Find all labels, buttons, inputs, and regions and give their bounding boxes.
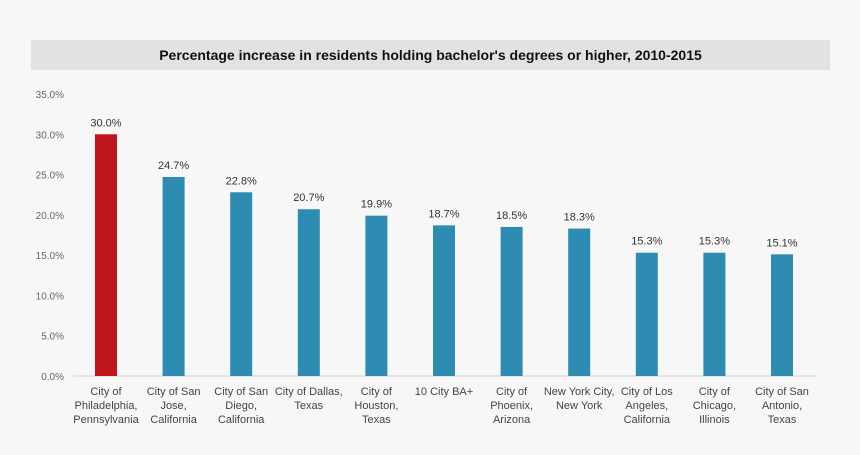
category-label-line: Antonio, [762, 400, 802, 412]
category-label-line: City of [496, 386, 528, 398]
category-label-line: City of Dallas, [275, 386, 343, 398]
category-label-line: Texas [294, 400, 323, 412]
category-label-line: California [218, 414, 265, 426]
category-label: City of Phoenix, Arizona [490, 386, 533, 426]
data-label: 18.7% [428, 208, 459, 220]
category-label: City of Chicago, Illinois [693, 386, 736, 426]
data-label: 15.3% [631, 236, 662, 248]
category-label: 10 City BA+ [415, 386, 473, 398]
category-label-line: Angeles, [625, 400, 668, 412]
category-label: City of San Diego, California [214, 386, 268, 426]
category-label: City of Los Angeles, California [621, 386, 673, 426]
category-label: City of San Jose, California [147, 386, 201, 426]
category-label-line: Houston, [354, 400, 398, 412]
category-label-line: New York [556, 400, 603, 412]
category-label-line: City of Los [621, 386, 673, 398]
y-tick-label: 10.0% [36, 291, 64, 302]
bar [500, 226, 523, 376]
category-label: City of Dallas, Texas [275, 386, 343, 412]
category-label: City of Houston, Texas [354, 386, 398, 426]
chart-title-bar: Percentage increase in residents holding… [31, 40, 830, 70]
category-label: City of San Antonio, Texas [755, 386, 809, 426]
category-label-line: City of [90, 386, 122, 398]
category-label-line: City of San [147, 386, 201, 398]
bar [771, 254, 793, 376]
bar [365, 215, 388, 376]
bar [297, 209, 320, 376]
chart-title: Percentage increase in residents holding… [159, 47, 702, 63]
category-label-line: City of [361, 386, 393, 398]
category-label-line: Chicago, [693, 400, 736, 412]
category-label-line: City of San [214, 386, 268, 398]
data-label: 15.3% [699, 236, 730, 248]
y-tick-label: 15.0% [36, 251, 64, 262]
category-label-line: City of San [755, 386, 809, 398]
bar [95, 134, 117, 376]
category-label-line: Illinois [699, 414, 730, 426]
category-label-line: Phoenix, [490, 400, 533, 412]
category-label-line: Philadelphia, [75, 400, 138, 412]
data-label: 30.0% [90, 117, 121, 129]
category-label-line: Pennsylvania [73, 414, 139, 426]
y-tick-label: 20.0% [36, 211, 64, 222]
data-label: 22.8% [226, 175, 257, 187]
category-label: City of Philadelphia, Pennsylvania [73, 386, 139, 426]
data-label: 20.7% [293, 192, 324, 204]
bar [635, 252, 658, 376]
category-label-line: Texas [362, 414, 391, 426]
data-label: 18.3% [564, 212, 595, 224]
bar [703, 252, 726, 376]
category-label-line: Jose, [160, 400, 186, 412]
y-tick-label: 25.0% [36, 171, 64, 182]
data-label: 18.5% [496, 210, 527, 222]
category-label-line: Texas [768, 414, 797, 426]
data-label: 15.1% [766, 237, 797, 249]
bar [433, 225, 455, 376]
y-tick-label: 30.0% [36, 130, 64, 141]
bar [230, 192, 253, 376]
data-label: 19.9% [361, 199, 392, 211]
category-label-line: California [624, 414, 671, 426]
data-label: 24.7% [158, 160, 189, 172]
bar [568, 228, 591, 376]
y-tick-label: 5.0% [41, 332, 64, 343]
category-label-line: City of [699, 386, 731, 398]
category-label-line: Arizona [493, 414, 531, 426]
bar [162, 176, 185, 376]
category-label-line: Diego, [225, 400, 257, 412]
y-tick-label: 35.0% [36, 90, 64, 101]
category-label: New York City, New York [544, 386, 615, 412]
category-label-line: California [150, 414, 197, 426]
category-label-line: New York City, [544, 386, 615, 398]
y-tick-label: 0.0% [41, 372, 64, 383]
category-label-line: 10 City BA+ [415, 386, 473, 398]
